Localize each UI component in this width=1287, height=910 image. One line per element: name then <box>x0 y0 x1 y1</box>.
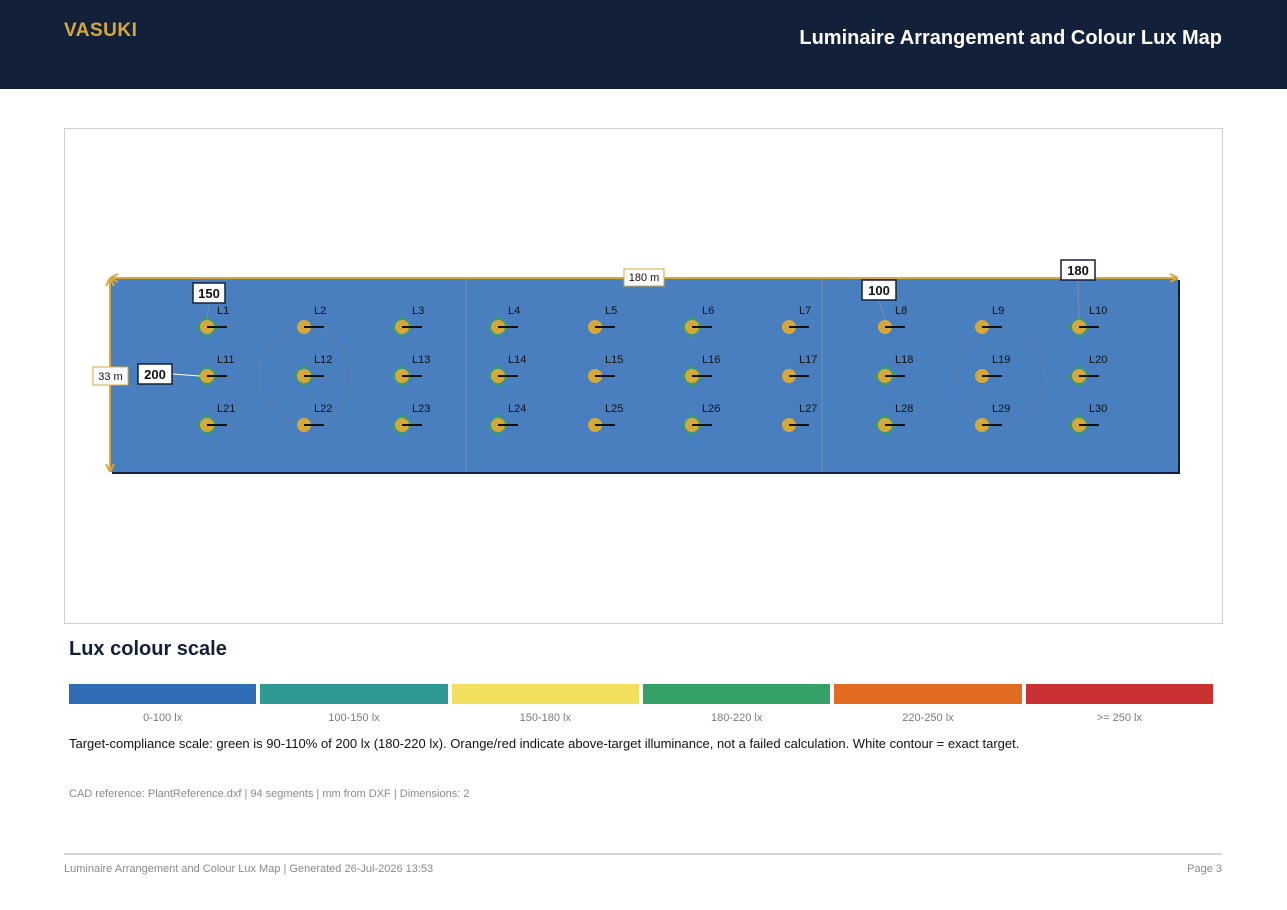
luminaire-label: L8 <box>895 305 907 317</box>
luminaire-label: L24 <box>508 403 526 415</box>
lux-tag-box <box>137 363 173 385</box>
scale-band-4 <box>834 684 1022 704</box>
scale-band-1 <box>260 684 448 704</box>
luminaire-label: L21 <box>217 403 235 415</box>
luminaire-label: L4 <box>508 305 520 317</box>
lux-tag-leader <box>206 302 210 321</box>
lux-map-frame: 180 m 33 m L1 L2 L3 L4 L5 L6 L7 L8 L9 L10 L11 L12 L13 L… <box>64 128 1223 624</box>
lux-tag-value: 200 <box>144 367 166 382</box>
luminaire-label: L10 <box>1089 305 1107 317</box>
luminaire-label: L11 <box>217 354 235 366</box>
lux-contour <box>953 329 1047 423</box>
page-header: VASUKI Luminaire Arrangement and Colour … <box>0 0 1287 89</box>
scale-band-2 <box>451 684 639 704</box>
scale-band-label: 150-180 lx <box>519 712 571 724</box>
luminaire-label: L29 <box>992 403 1010 415</box>
lux-tag-box <box>192 282 226 304</box>
scale-band-label: 100-150 lx <box>328 712 380 724</box>
lux-tag-box <box>1060 259 1096 281</box>
height-dimension-box <box>92 366 129 386</box>
scale-band-3 <box>643 684 831 704</box>
luminaire-label: L19 <box>992 354 1010 366</box>
sensor-marker-icon <box>680 315 704 339</box>
luminaire-label: L18 <box>895 354 913 366</box>
luminaire-label: L3 <box>412 305 424 317</box>
sensor-marker-icon <box>873 364 897 388</box>
luminaire-label: L14 <box>508 354 526 366</box>
scale-band-5 <box>1025 684 1213 704</box>
lux-tag-box <box>861 279 897 301</box>
compliance-note: Target-compliance scale: green is 90-110… <box>69 736 1020 751</box>
page-number: Page 3 <box>1187 863 1222 875</box>
height-dimension-label: 33 m <box>98 371 122 383</box>
luminaire-label: L7 <box>799 305 811 317</box>
lux-tag-value: 100 <box>868 283 890 298</box>
room-floor <box>110 278 1178 472</box>
luminaire-label: L26 <box>702 403 720 415</box>
luminaire-label: L12 <box>314 354 332 366</box>
lux-map-canvas: 180 m 33 m L1 L2 L3 L4 L5 L6 L7 L8 L9 L10 L11 L12 L13 L… <box>92 259 1180 474</box>
scale-band-label: 180-220 lx <box>710 712 763 724</box>
luminaire-label: L23 <box>412 403 430 415</box>
scale-band-0 <box>69 684 257 704</box>
width-dimension-box <box>623 268 665 287</box>
lux-tag-leader <box>1077 279 1080 321</box>
luminaire-label: L15 <box>605 354 623 366</box>
luminaire-label: L9 <box>992 305 1004 317</box>
cad-reference: CAD reference: PlantReference.dxf | 94 s… <box>69 788 470 800</box>
luminaire-label: L5 <box>605 305 617 317</box>
luminaire-label: L25 <box>605 403 623 415</box>
scale-band-label: 220-250 lx <box>902 712 954 724</box>
luminaire-label: L6 <box>702 305 714 317</box>
height-dimension-arrows <box>105 277 115 473</box>
width-dimension-label: 180 m <box>629 272 660 284</box>
sensor-marker-icon <box>680 364 704 388</box>
lux-tag-value: 150 <box>198 286 220 301</box>
scale-band-label: >= 250 lx <box>1096 712 1142 724</box>
scale-title: Lux colour scale <box>69 638 227 660</box>
width-dimension-arrows <box>109 273 1179 283</box>
luminaire-label: L13 <box>412 354 430 366</box>
luminaire-label: L17 <box>799 354 817 366</box>
luminaire-label: L2 <box>314 305 326 317</box>
luminaire-label: L30 <box>1089 403 1107 415</box>
page-title: Luminaire Arrangement and Colour Lux Map <box>799 27 1222 49</box>
lux-tag-leader <box>171 373 201 377</box>
sensor-marker-icon <box>680 413 704 437</box>
luminaire-label: L27 <box>799 403 817 415</box>
luminaire-label: L20 <box>1089 354 1107 366</box>
luminaire-label: L16 <box>702 354 720 366</box>
lux-tag-value: 180 <box>1067 263 1089 278</box>
lux-tag-leader <box>878 299 886 321</box>
brand-logo: VASUKI <box>64 20 138 41</box>
scale-band-label: 0-100 lx <box>143 712 183 724</box>
luminaire-label: L1 <box>217 305 229 317</box>
luminaire-label: L28 <box>895 403 913 415</box>
footer-divider <box>64 853 1222 855</box>
sensor-marker-icon <box>873 413 897 437</box>
footer-text: Luminaire Arrangement and Colour Lux Map… <box>64 863 434 875</box>
luminaire-label: L22 <box>314 403 332 415</box>
